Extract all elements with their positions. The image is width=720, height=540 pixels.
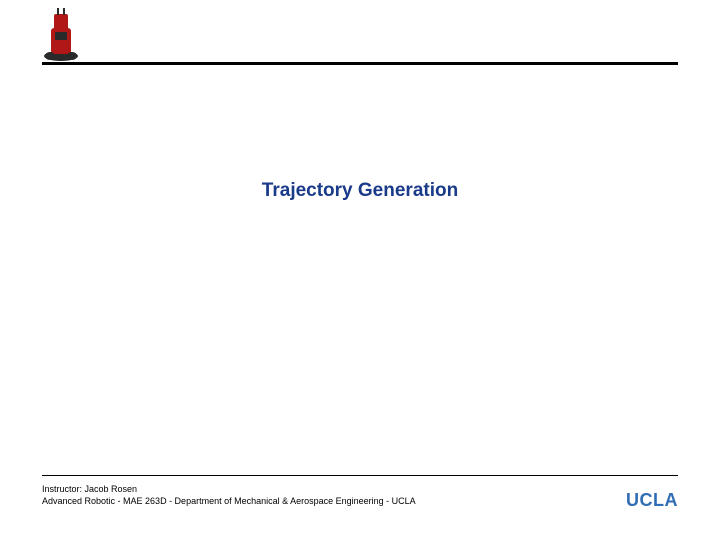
footer-line-instructor: Instructor: Jacob Rosen xyxy=(42,483,416,495)
slide: Trajectory Generation Instructor: Jacob … xyxy=(0,0,720,540)
robot-icon xyxy=(42,8,80,62)
ucla-logo: UCLA xyxy=(626,490,678,511)
footer-rule xyxy=(42,475,678,476)
footer-line-course: Advanced Robotic - MAE 263D - Department… xyxy=(42,495,416,507)
footer-block: Instructor: Jacob Rosen Advanced Robotic… xyxy=(42,483,416,507)
slide-title: Trajectory Generation xyxy=(0,180,720,202)
header-rule xyxy=(42,62,678,65)
